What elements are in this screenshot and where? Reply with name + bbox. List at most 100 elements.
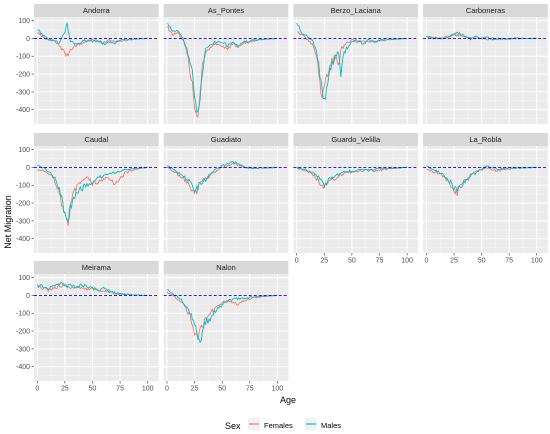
plot-panel <box>163 274 289 381</box>
plot-panel <box>423 17 548 124</box>
facet-strip <box>423 4 548 17</box>
y-tick-label: -400 <box>16 364 30 371</box>
plot-panel <box>34 146 159 253</box>
series-line-males <box>166 160 278 193</box>
x-axis-title: Age <box>280 395 296 405</box>
legend-key-males <box>305 418 317 430</box>
series-line-males <box>36 281 148 297</box>
gridlines <box>34 17 159 124</box>
y-tick-label: -200 <box>16 200 30 207</box>
y-tick-label: 100 <box>18 18 30 25</box>
facet-strip <box>163 4 289 17</box>
gridlines <box>423 146 548 253</box>
facet-title-guardo-velilla: Guardo_Velilla <box>331 135 381 144</box>
series-line-males <box>166 23 278 114</box>
y-tick-label: -200 <box>16 71 30 78</box>
y-tick-label: 0 <box>26 293 30 300</box>
facet-strip <box>34 4 159 17</box>
x-tick-label: 50 <box>218 386 226 393</box>
facet-title-as-pontes: As_Pontes <box>208 6 245 15</box>
plot-panel <box>163 17 289 124</box>
x-tick-label: 25 <box>320 258 328 265</box>
facet-panels: Andorra 100 0 -100 -200 -300 -400 As_Pontes Berz… <box>16 4 548 393</box>
y-tick-label: -300 <box>16 346 30 353</box>
y-tick-label: -300 <box>16 89 30 96</box>
x-tick-label: 50 <box>478 258 486 265</box>
x-tick-label: 75 <box>116 386 124 393</box>
y-tick-label: -200 <box>16 328 30 335</box>
facet-caudal: Caudal 100 0 -100 -200 -300 -400 <box>16 133 159 253</box>
facet-la-robla: La_Robla 0 25 50 75 100 <box>423 133 548 265</box>
facet-title-nalon: Nalon <box>216 263 236 272</box>
facet-berzo-laciana: Berzo_Laciana <box>293 4 419 124</box>
facet-carboneras: Carboneras <box>423 4 548 124</box>
facet-strip <box>163 261 289 274</box>
facet-strip <box>34 261 159 274</box>
y-tick-label: 100 <box>18 147 30 154</box>
facet-strip <box>423 133 548 146</box>
plot-panel <box>293 146 419 253</box>
series-line-males <box>37 22 148 46</box>
facet-strip <box>293 4 419 17</box>
series-line-males <box>296 23 408 100</box>
gridlines <box>163 274 289 381</box>
y-tick-label: 0 <box>26 36 30 43</box>
plot-panel <box>34 17 159 124</box>
x-tick-label: 100 <box>531 258 543 265</box>
y-tick-label: -100 <box>16 183 30 190</box>
facet-andorra: Andorra 100 0 -100 -200 -300 -400 <box>16 4 159 124</box>
x-tick-label: 0 <box>295 258 299 265</box>
x-tick-label: 50 <box>348 258 356 265</box>
series-line-males <box>426 165 537 192</box>
plot-panel <box>293 17 419 124</box>
x-tick-label: 100 <box>142 386 154 393</box>
series-line-males <box>37 164 148 223</box>
x-tick-label: 75 <box>376 258 384 265</box>
y-tick-label: -100 <box>16 311 30 318</box>
facet-title-andorra: Andorra <box>83 6 111 15</box>
plot-panel <box>163 146 289 253</box>
legend-title: Sex <box>225 421 241 431</box>
legend: Sex Females Males <box>225 418 341 431</box>
y-tick-label: -300 <box>16 218 30 225</box>
y-axis-title: Net Migration <box>3 195 13 249</box>
y-tick-label: -400 <box>16 107 30 114</box>
x-tick-label: 25 <box>61 386 69 393</box>
x-tick-label: 75 <box>505 258 513 265</box>
y-tick-label: -100 <box>16 54 30 61</box>
gridlines <box>163 146 289 253</box>
facet-title-meirama: Meirama <box>82 263 112 272</box>
x-tick-label: 100 <box>272 386 284 393</box>
x-tick-label: 100 <box>401 258 413 265</box>
legend-label-males: Males <box>321 421 341 430</box>
plot-panel <box>423 146 548 253</box>
facet-strip <box>34 133 159 146</box>
facet-guadiato: Guadiato <box>163 133 289 253</box>
x-tick-label: 25 <box>191 386 199 393</box>
y-tick-label: 0 <box>26 165 30 172</box>
plot-panel <box>34 274 159 381</box>
legend-label-females: Females <box>264 421 293 430</box>
x-tick-label: 0 <box>35 386 39 393</box>
facet-title-guadiato: Guadiato <box>211 135 241 144</box>
facet-title-la-robla: La_Robla <box>469 135 502 144</box>
x-tick-label: 50 <box>89 386 97 393</box>
facet-strip <box>293 133 419 146</box>
facet-as-pontes: As_Pontes <box>163 4 289 124</box>
gridlines <box>34 146 159 253</box>
x-tick-label: 75 <box>246 386 254 393</box>
x-tick-label: 25 <box>450 258 458 265</box>
facet-title-carboneras: Carboneras <box>466 6 505 15</box>
y-tick-label: -400 <box>16 236 30 243</box>
y-tick-label: 100 <box>18 275 30 282</box>
x-tick-label: 0 <box>424 258 428 265</box>
facet-title-caudal: Caudal <box>84 135 108 144</box>
series-line-males <box>296 166 408 189</box>
facet-nalon: Nalon 0 25 50 75 100 <box>163 261 289 393</box>
x-tick-label: 0 <box>165 386 169 393</box>
facet-strip <box>163 133 289 146</box>
legend-key-females <box>248 418 260 430</box>
facet-title-berzo-laciana: Berzo_Laciana <box>331 6 382 15</box>
facet-meirama: Meirama 100 0 -100 -200 -300 -400 0 25 50 75 100 <box>16 261 159 393</box>
